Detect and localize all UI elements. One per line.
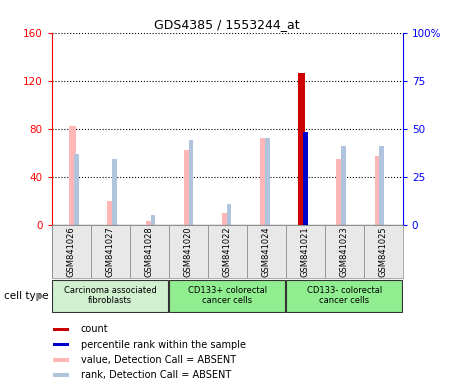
Text: cell type: cell type <box>4 291 49 301</box>
Bar <box>53 343 69 346</box>
Bar <box>52 280 168 311</box>
Text: CD133- colorectal
cancer cells: CD133- colorectal cancer cells <box>306 286 382 305</box>
Bar <box>342 146 346 225</box>
Bar <box>108 201 114 225</box>
Bar <box>379 146 384 225</box>
Text: GSM841026: GSM841026 <box>67 226 76 277</box>
Bar <box>364 225 403 278</box>
Text: CD133+ colorectal
cancer cells: CD133+ colorectal cancer cells <box>188 286 267 305</box>
Text: GSM841021: GSM841021 <box>301 226 310 277</box>
Bar <box>303 132 308 225</box>
Bar <box>374 156 382 225</box>
Bar <box>189 140 194 225</box>
Text: GSM841025: GSM841025 <box>379 226 388 277</box>
Bar <box>336 159 343 225</box>
Bar <box>151 215 155 225</box>
Bar <box>52 225 91 278</box>
Bar <box>53 358 69 362</box>
Text: GSM841022: GSM841022 <box>223 226 232 277</box>
Bar <box>169 280 285 311</box>
Text: rank, Detection Call = ABSENT: rank, Detection Call = ABSENT <box>81 370 231 380</box>
Text: ▶: ▶ <box>37 291 45 301</box>
Bar <box>208 225 247 278</box>
Bar <box>222 213 229 225</box>
Bar <box>112 159 117 225</box>
Bar <box>265 138 270 225</box>
Text: GSM841023: GSM841023 <box>340 226 349 277</box>
Bar <box>286 280 402 311</box>
Bar <box>286 225 325 278</box>
Bar <box>130 225 169 278</box>
Bar <box>298 73 305 225</box>
Bar <box>146 221 153 225</box>
Bar <box>169 225 208 278</box>
Text: value, Detection Call = ABSENT: value, Detection Call = ABSENT <box>81 355 236 365</box>
Text: GSM841024: GSM841024 <box>262 226 271 277</box>
Bar <box>227 204 231 225</box>
Text: GSM841028: GSM841028 <box>145 226 154 277</box>
Text: GSM841020: GSM841020 <box>184 226 193 277</box>
Bar <box>91 225 130 278</box>
Text: percentile rank within the sample: percentile rank within the sample <box>81 340 246 350</box>
Bar <box>260 138 267 225</box>
Bar <box>69 126 76 225</box>
Title: GDS4385 / 1553244_at: GDS4385 / 1553244_at <box>154 18 300 31</box>
Bar <box>247 225 286 278</box>
Text: Carcinoma associated
fibroblasts: Carcinoma associated fibroblasts <box>64 286 157 305</box>
Bar <box>74 154 79 225</box>
Bar <box>184 150 191 225</box>
Bar <box>53 373 69 377</box>
Text: GSM841027: GSM841027 <box>106 226 115 277</box>
Bar <box>325 225 364 278</box>
Bar <box>53 328 69 331</box>
Text: count: count <box>81 324 108 334</box>
